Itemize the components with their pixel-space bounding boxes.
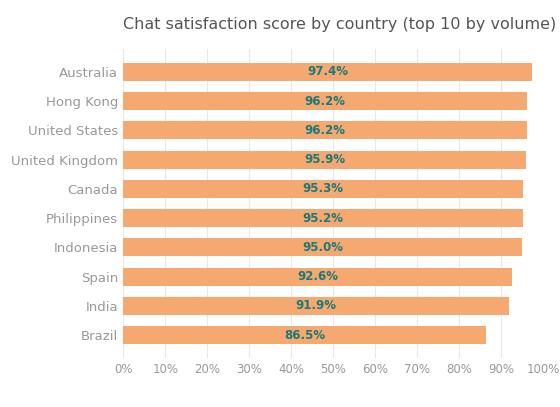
Text: 92.6%: 92.6% [297,270,338,283]
Text: 95.3%: 95.3% [303,182,344,195]
Bar [123,121,528,140]
Text: 96.2%: 96.2% [305,124,346,137]
Text: 97.4%: 97.4% [307,66,348,79]
Bar [123,209,523,227]
Text: 91.9%: 91.9% [296,299,337,312]
Text: 95.9%: 95.9% [304,153,345,166]
Bar [123,151,526,169]
Bar [123,297,509,315]
Bar [123,92,528,110]
Bar [123,63,532,81]
Text: 96.2%: 96.2% [305,95,346,108]
Bar [123,238,522,256]
Text: 95.0%: 95.0% [302,241,343,254]
Text: 86.5%: 86.5% [284,328,325,341]
Text: Chat satisfaction score by country (top 10 by volume): Chat satisfaction score by country (top … [123,18,557,33]
Text: 95.2%: 95.2% [302,212,344,225]
Bar [123,326,487,344]
Bar [123,180,524,198]
Bar [123,267,512,286]
